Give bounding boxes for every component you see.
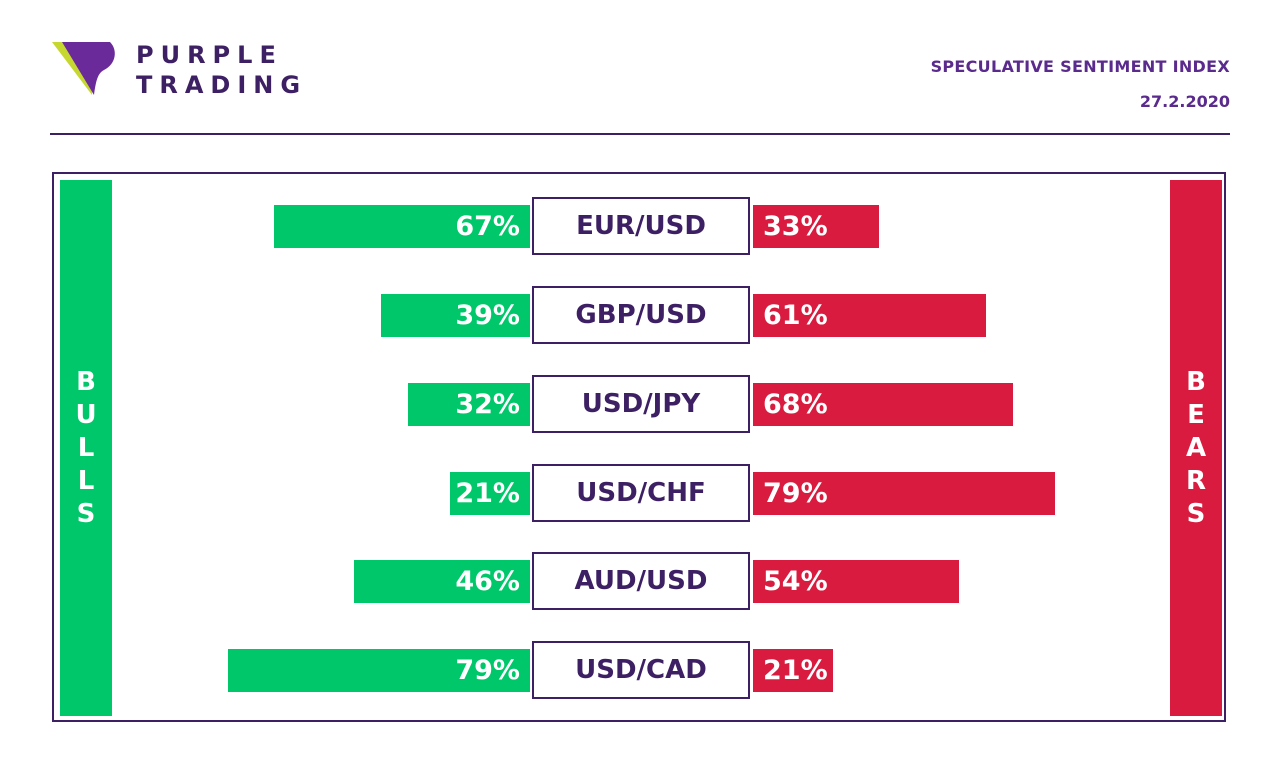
bull-value-label: 32% [455,389,520,420]
currency-pair-label: USD/JPY [532,375,750,433]
bear-value-label: 68% [763,389,828,420]
bear-value-label: 61% [763,300,828,331]
currency-pair-label: USD/CHF [532,464,750,522]
brand-line-1: PURPLE [136,41,283,69]
bull-bar: 32% [408,383,530,426]
bear-bar: 21% [753,649,833,692]
bear-bar: 79% [753,472,1055,515]
bull-bar: 21% [450,472,530,515]
currency-pair-label: EUR/USD [532,197,750,255]
purple-trading-logo: PURPLE TRADING [52,40,312,100]
currency-pair-label: USD/CAD [532,641,750,699]
bear-value-label: 79% [763,478,828,509]
bear-bar: 61% [753,294,986,337]
bear-value-label: 54% [763,566,828,597]
bull-value-label: 46% [455,566,520,597]
bears-side-bar: BEARS [1170,180,1222,716]
bulls-label: BULLS [75,366,97,529]
currency-pair-label: GBP/USD [532,286,750,344]
bull-bar: 39% [381,294,530,337]
bear-bar: 33% [753,205,879,248]
header-divider [50,133,1230,135]
bull-bar: 67% [274,205,530,248]
logo-mark-icon [52,42,115,95]
report-date: 27.2.2020 [1139,92,1230,111]
bull-bar: 79% [228,649,530,692]
bear-bar: 54% [753,560,959,603]
bull-value-label: 39% [455,300,520,331]
bull-value-label: 67% [455,211,520,242]
report-title: SPECULATIVE SENTIMENT INDEX [930,57,1230,76]
brand-line-2: TRADING [136,71,308,99]
bull-bar: 46% [354,560,530,603]
bear-bar: 68% [753,383,1013,426]
bull-value-label: 79% [455,655,520,686]
chart-frame [52,172,1226,722]
brand-name: PURPLE TRADING [136,40,307,100]
bulls-side-bar: BULLS [60,180,112,716]
bull-value-label: 21% [455,478,520,509]
bears-label: BEARS [1185,366,1207,529]
currency-pair-label: AUD/USD [532,552,750,610]
bear-value-label: 21% [763,655,828,686]
bear-value-label: 33% [763,211,828,242]
